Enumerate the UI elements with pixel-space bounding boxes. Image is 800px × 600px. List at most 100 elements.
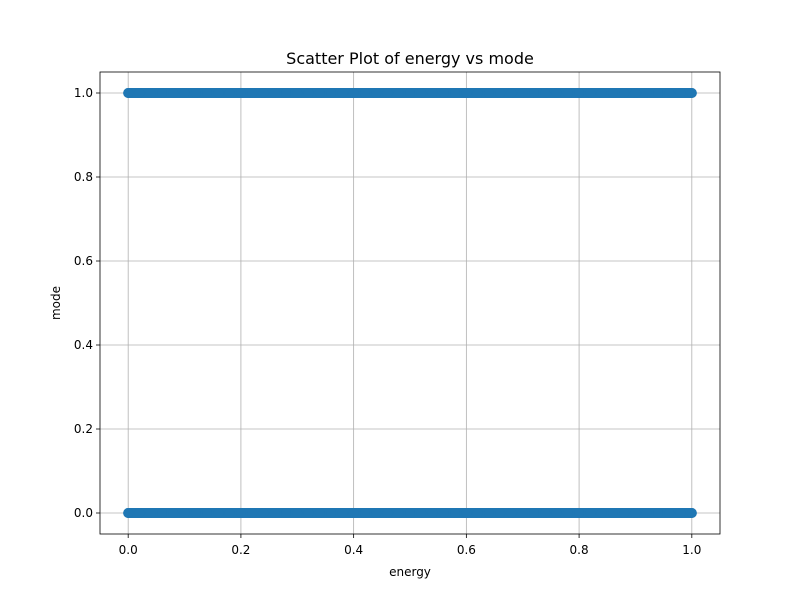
data-point	[675, 88, 686, 98]
data-point	[235, 88, 246, 98]
data-point	[123, 88, 134, 98]
data-point	[145, 508, 156, 518]
data-point	[258, 88, 269, 98]
data-point	[562, 88, 573, 98]
data-point	[247, 88, 258, 98]
data-point	[337, 508, 348, 518]
data-point	[630, 508, 641, 518]
data-point	[607, 88, 618, 98]
data-point	[292, 88, 303, 98]
data-point	[596, 88, 607, 98]
data-point	[574, 88, 585, 98]
data-point	[359, 508, 370, 518]
data-point	[314, 88, 325, 98]
data-point	[653, 508, 663, 518]
data-point	[145, 88, 156, 98]
data-point	[359, 88, 370, 98]
y-tick-label: 0.8	[74, 170, 93, 184]
data-point	[450, 88, 461, 98]
data-point	[337, 88, 348, 98]
data-point	[235, 508, 246, 518]
x-tick-label: 0.4	[344, 543, 363, 557]
x-axis-label: energy	[389, 565, 431, 579]
data-points	[123, 88, 697, 518]
data-point	[574, 508, 585, 518]
data-point	[472, 508, 483, 518]
data-point	[483, 508, 494, 518]
y-tick-label: 0.6	[74, 254, 93, 268]
data-point	[596, 508, 607, 518]
data-point	[607, 508, 618, 518]
data-point	[416, 508, 427, 518]
x-tick-label: 0.8	[570, 543, 589, 557]
data-point	[123, 508, 134, 518]
y-axis: 0.0 0.2 0.4 0.6 0.8 1.0	[74, 86, 100, 520]
data-point	[540, 508, 551, 518]
data-point	[393, 508, 404, 518]
data-point	[438, 508, 449, 518]
data-point	[224, 88, 235, 98]
x-tick-label: 0.2	[231, 543, 250, 557]
data-point	[529, 508, 539, 518]
data-point	[675, 508, 686, 518]
data-point	[529, 88, 539, 98]
data-point	[506, 508, 517, 518]
data-point	[157, 88, 167, 98]
data-point	[405, 88, 415, 98]
data-point	[179, 508, 190, 518]
data-point	[562, 508, 573, 518]
data-point	[303, 508, 314, 518]
data-point	[303, 88, 314, 98]
data-point	[157, 508, 167, 518]
data-point	[517, 88, 528, 98]
data-point	[551, 508, 562, 518]
data-point	[202, 88, 213, 98]
data-point	[348, 88, 359, 98]
data-point	[551, 88, 562, 98]
data-point	[585, 88, 596, 98]
data-point	[190, 508, 201, 518]
data-point	[630, 88, 641, 98]
data-point	[472, 88, 483, 98]
data-point	[371, 508, 382, 518]
plot-frame	[99, 71, 721, 535]
data-point	[405, 508, 415, 518]
data-point	[450, 508, 461, 518]
data-point	[213, 88, 224, 98]
data-point	[495, 88, 506, 98]
y-tick-label: 1.0	[74, 86, 93, 100]
data-point	[292, 508, 303, 518]
data-point	[348, 508, 359, 518]
y-tick-label: 0.0	[74, 506, 93, 520]
data-point	[540, 88, 551, 98]
data-point	[686, 508, 697, 518]
data-point	[326, 88, 337, 98]
data-point	[664, 88, 675, 98]
data-point	[269, 508, 280, 518]
data-point	[461, 88, 472, 98]
grid	[100, 72, 720, 534]
data-point	[641, 508, 652, 518]
data-point	[134, 508, 145, 518]
data-point	[224, 508, 235, 518]
x-tick-label: 1.0	[682, 543, 701, 557]
data-point	[438, 88, 449, 98]
data-point	[168, 88, 179, 98]
data-point	[281, 508, 291, 518]
data-point	[619, 508, 630, 518]
data-point	[619, 88, 630, 98]
data-point	[495, 508, 506, 518]
data-point	[382, 88, 393, 98]
data-point	[427, 508, 438, 518]
data-point	[281, 88, 291, 98]
data-point	[382, 508, 393, 518]
data-point	[427, 88, 438, 98]
data-point	[134, 88, 145, 98]
data-point	[664, 508, 675, 518]
x-axis: 0.0 0.2 0.4 0.6 0.8 1.0	[119, 534, 701, 557]
data-point	[393, 88, 404, 98]
data-point	[585, 508, 596, 518]
y-tick-label: 0.2	[74, 422, 93, 436]
x-tick-label: 0.6	[457, 543, 476, 557]
